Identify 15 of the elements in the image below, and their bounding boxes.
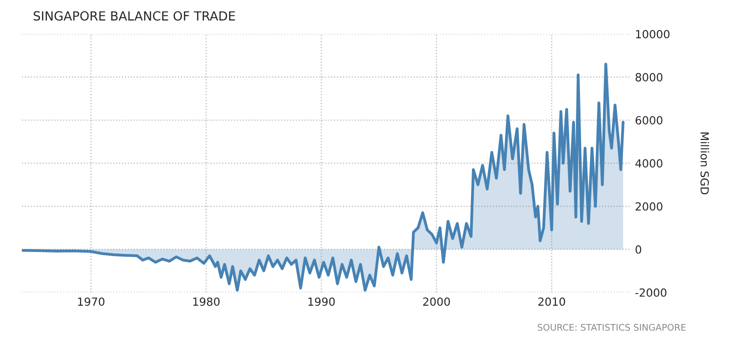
- y2-tick-label: 2000: [636, 202, 662, 211]
- y2-tick-label: -2000: [635, 288, 666, 297]
- y2-tick-label: 10000: [636, 30, 670, 38]
- y2-tick-label: 6000: [636, 116, 662, 125]
- y2-tick-label: 8000: [636, 73, 662, 82]
- x-tick-label: 1990: [308, 297, 335, 306]
- x-tick-label: 2010: [538, 297, 566, 306]
- x-tick-label: 1980: [193, 297, 220, 306]
- x-tick-label: 1970: [78, 297, 104, 306]
- y2-tick-label: 4000: [635, 159, 662, 168]
- source-note: SOURCE: STATISTICS SINGAPORE: [538, 324, 686, 331]
- y2-tick-label: 0: [636, 245, 642, 254]
- y2-axis-title: Million SGD: [700, 132, 710, 194]
- chart-title: SINGAPORE BALANCE OF TRADE: [34, 11, 235, 21]
- x-tick-label: 2000: [423, 297, 450, 306]
